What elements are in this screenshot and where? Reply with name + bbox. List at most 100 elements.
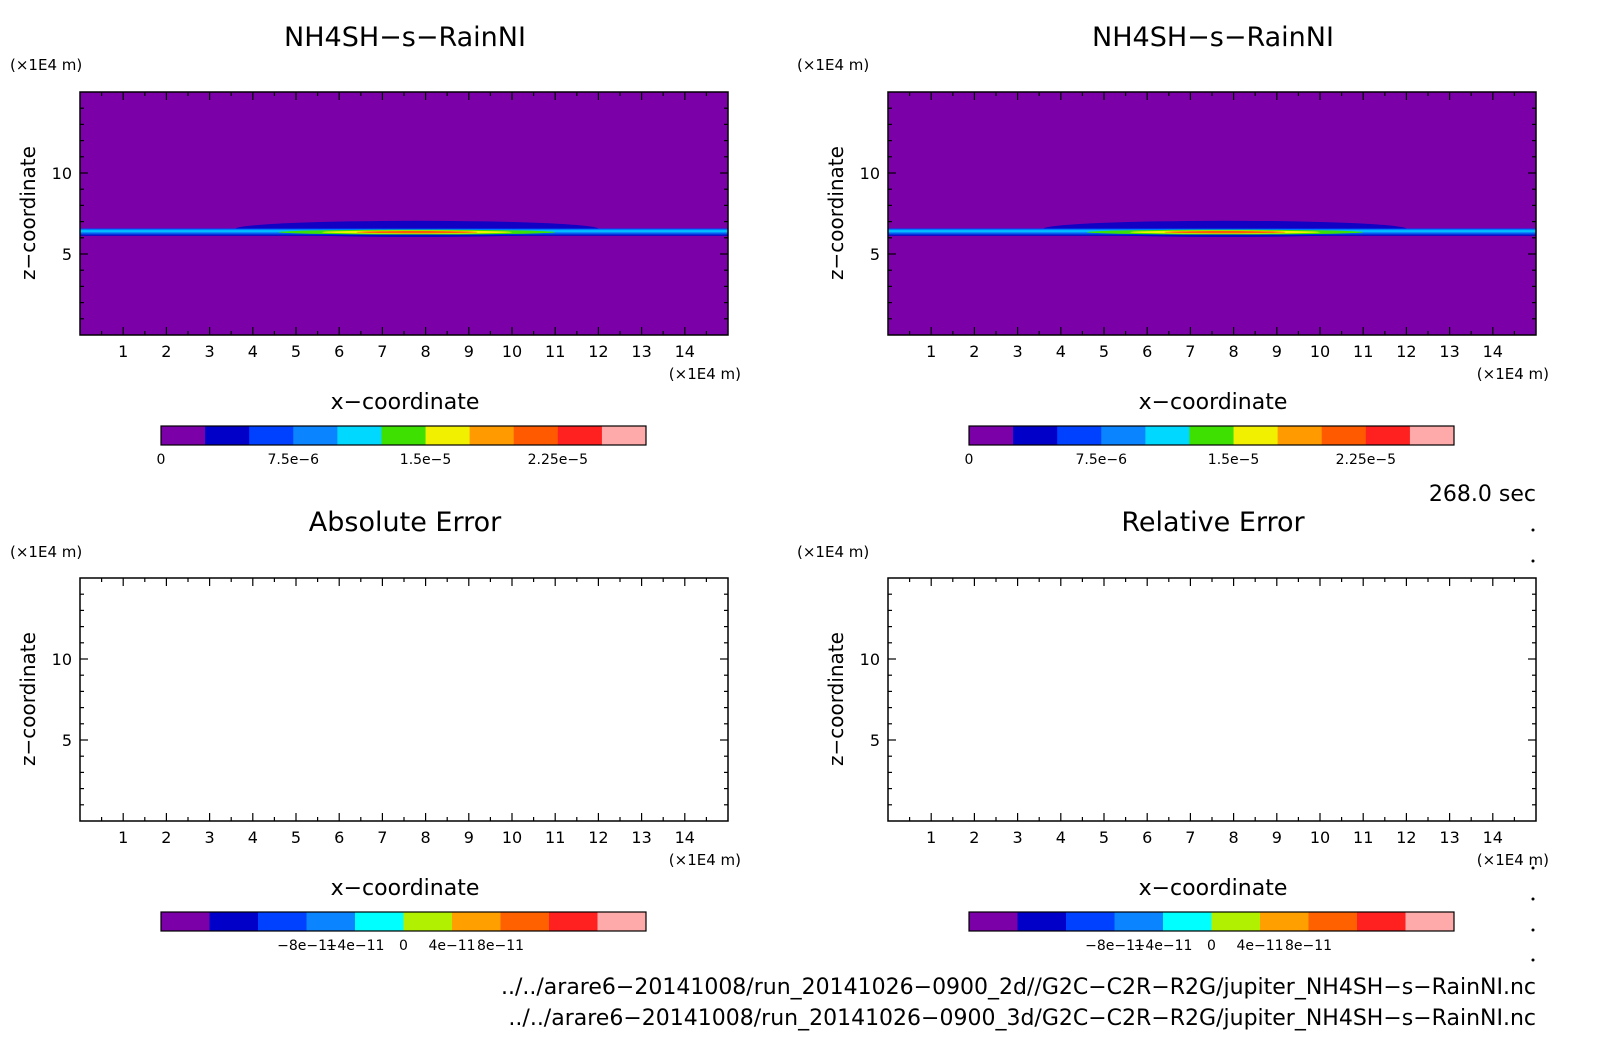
panel-4: Relative Error (×1E4 m) 1 2 3 4 5 6 7 8 9 10 11 12 1… bbox=[797, 507, 1549, 954]
x-tick-label: 8 bbox=[421, 828, 431, 847]
x-tick-label: 13 bbox=[631, 828, 651, 847]
y-axis-label: z−coordinate bbox=[824, 632, 848, 766]
x-tick-label: 3 bbox=[205, 342, 215, 361]
colorbar-frame bbox=[160, 425, 647, 446]
x-tick-label: 1 bbox=[118, 828, 128, 847]
colorbar-swatch bbox=[969, 426, 1014, 445]
colorbar-label: 2.25e−5 bbox=[528, 452, 588, 468]
x-tick-label: 2 bbox=[969, 828, 979, 847]
y-tick-label: 5 bbox=[870, 731, 880, 750]
x-tick-label: 2 bbox=[969, 342, 979, 361]
colorbar-label: −4e−11 bbox=[1134, 938, 1193, 954]
colorbar-swatch bbox=[1277, 426, 1323, 445]
colorbar-swatch bbox=[1365, 426, 1411, 445]
file-path-2d: ../../arare6−20141008/run_20141026−0900_… bbox=[501, 975, 1536, 1000]
y-axis-label: z−coordinate bbox=[16, 632, 40, 766]
x-axis-label: x−coordinate bbox=[1139, 876, 1288, 901]
x-tick-label: 6 bbox=[334, 342, 344, 361]
colorbar-swatch bbox=[969, 912, 1018, 931]
colorbar-swatch bbox=[469, 426, 515, 445]
colorbar-label: 7.5e−6 bbox=[1076, 452, 1128, 468]
x-tick-label: 5 bbox=[1099, 342, 1109, 361]
colorbar-swatch bbox=[205, 426, 250, 445]
x-tick-label: 9 bbox=[1272, 828, 1282, 847]
colorbar-label: −8e−11 bbox=[1085, 938, 1144, 954]
colorbar-swatch bbox=[1321, 426, 1367, 445]
colorbar-swatch bbox=[1409, 426, 1455, 445]
colorbar-swatch bbox=[161, 426, 206, 445]
colorbar-swatch bbox=[249, 426, 294, 445]
colorbar-label: 8e−11 bbox=[1285, 938, 1332, 954]
y-tick-label: 10 bbox=[860, 650, 880, 669]
colorbar-label: 2.25e−5 bbox=[1336, 452, 1396, 468]
x-tick-label: 4 bbox=[1056, 342, 1066, 361]
colorbar-label: 4e−11 bbox=[1236, 938, 1283, 954]
x-tick-label: 1 bbox=[926, 828, 936, 847]
field-peak-orange bbox=[1164, 231, 1286, 234]
colorbar-frame bbox=[968, 911, 1455, 932]
field-background bbox=[888, 92, 1536, 335]
x-tick-label: 8 bbox=[1229, 342, 1239, 361]
y-axis-label: z−coordinate bbox=[824, 146, 848, 280]
colorbar-swatch bbox=[381, 426, 427, 445]
colorbar-swatch bbox=[1163, 912, 1212, 931]
colorbar-label: −8e−11 bbox=[277, 938, 336, 954]
x-unit-label: (×1E4 m) bbox=[669, 365, 741, 383]
x-tick-label: 2 bbox=[161, 342, 171, 361]
x-tick-label: 7 bbox=[377, 342, 387, 361]
y-tick-label: 5 bbox=[62, 245, 72, 264]
colorbar-label: 1.5e−5 bbox=[1208, 452, 1260, 468]
x-tick-label: 11 bbox=[1353, 342, 1373, 361]
x-unit-label: (×1E4 m) bbox=[1477, 851, 1549, 869]
x-tick-label: 4 bbox=[1056, 828, 1066, 847]
colorbar-label: 1.5e−5 bbox=[400, 452, 452, 468]
colorbar-swatch bbox=[209, 912, 259, 931]
x-tick-label: 4 bbox=[248, 342, 258, 361]
colorbar-swatch bbox=[1260, 912, 1309, 931]
x-unit-label: (×1E4 m) bbox=[669, 851, 741, 869]
x-unit-label: (×1E4 m) bbox=[1477, 365, 1549, 383]
x-tick-label: 6 bbox=[1142, 342, 1152, 361]
y-tick-label: 5 bbox=[62, 731, 72, 750]
x-tick-label: 3 bbox=[1013, 342, 1023, 361]
colorbar-swatch bbox=[403, 912, 453, 931]
colorbar-label: 0 bbox=[157, 452, 166, 468]
colorbar-swatch bbox=[1017, 912, 1067, 931]
x-tick-label: 7 bbox=[1185, 828, 1195, 847]
x-tick-label: 7 bbox=[377, 828, 387, 847]
colorbar-swatch bbox=[425, 426, 471, 445]
x-tick-label: 12 bbox=[588, 342, 608, 361]
panel-title: NH4SH−s−RainNI bbox=[1092, 22, 1334, 53]
colorbar-swatch bbox=[1145, 426, 1190, 445]
x-tick-label: 7 bbox=[1185, 342, 1195, 361]
colorbar-swatch bbox=[337, 426, 382, 445]
panel-2: NH4SH−s−RainNI (×1E4 m) 1 2 3 4 5 6 7 8 9 10 11 12 1… bbox=[797, 22, 1549, 468]
plot-frame bbox=[887, 577, 1537, 822]
colorbar-label: 8e−11 bbox=[477, 938, 524, 954]
colorbar-swatch bbox=[306, 912, 356, 931]
x-tick-label: 12 bbox=[588, 828, 608, 847]
colorbar-swatch bbox=[1066, 912, 1115, 931]
colorbar-swatch bbox=[161, 912, 210, 931]
x-tick-label: 5 bbox=[291, 342, 301, 361]
colorbar-label: 0 bbox=[1207, 938, 1216, 954]
panel-title: NH4SH−s−RainNI bbox=[284, 22, 526, 53]
x-tick-label: 11 bbox=[545, 828, 565, 847]
x-tick-label: 9 bbox=[464, 342, 474, 361]
y-tick-label: 10 bbox=[860, 164, 880, 183]
colorbar-swatch bbox=[1013, 426, 1058, 445]
y-tick-label: 10 bbox=[52, 650, 72, 669]
colorbar-swatch bbox=[1114, 912, 1164, 931]
x-tick-label: 11 bbox=[1353, 828, 1373, 847]
colorbar-swatch bbox=[557, 426, 603, 445]
x-tick-label: 9 bbox=[464, 828, 474, 847]
x-tick-label: 12 bbox=[1396, 342, 1416, 361]
colorbar-swatch bbox=[1308, 912, 1358, 931]
x-tick-label: 1 bbox=[926, 342, 936, 361]
panel-3: Absolute Error (×1E4 m) 1 2 3 4 5 6 7 8 9 10 11 12 1… bbox=[10, 507, 741, 954]
y-tick-label: 5 bbox=[870, 245, 880, 264]
y-axis-label: z−coordinate bbox=[16, 146, 40, 280]
panel-1: NH4SH−s−RainNI (×1E4 m) 1 2 3 4 5 6 7 8 9 10 11 12 1… bbox=[10, 22, 741, 468]
colorbar-swatch bbox=[258, 912, 307, 931]
